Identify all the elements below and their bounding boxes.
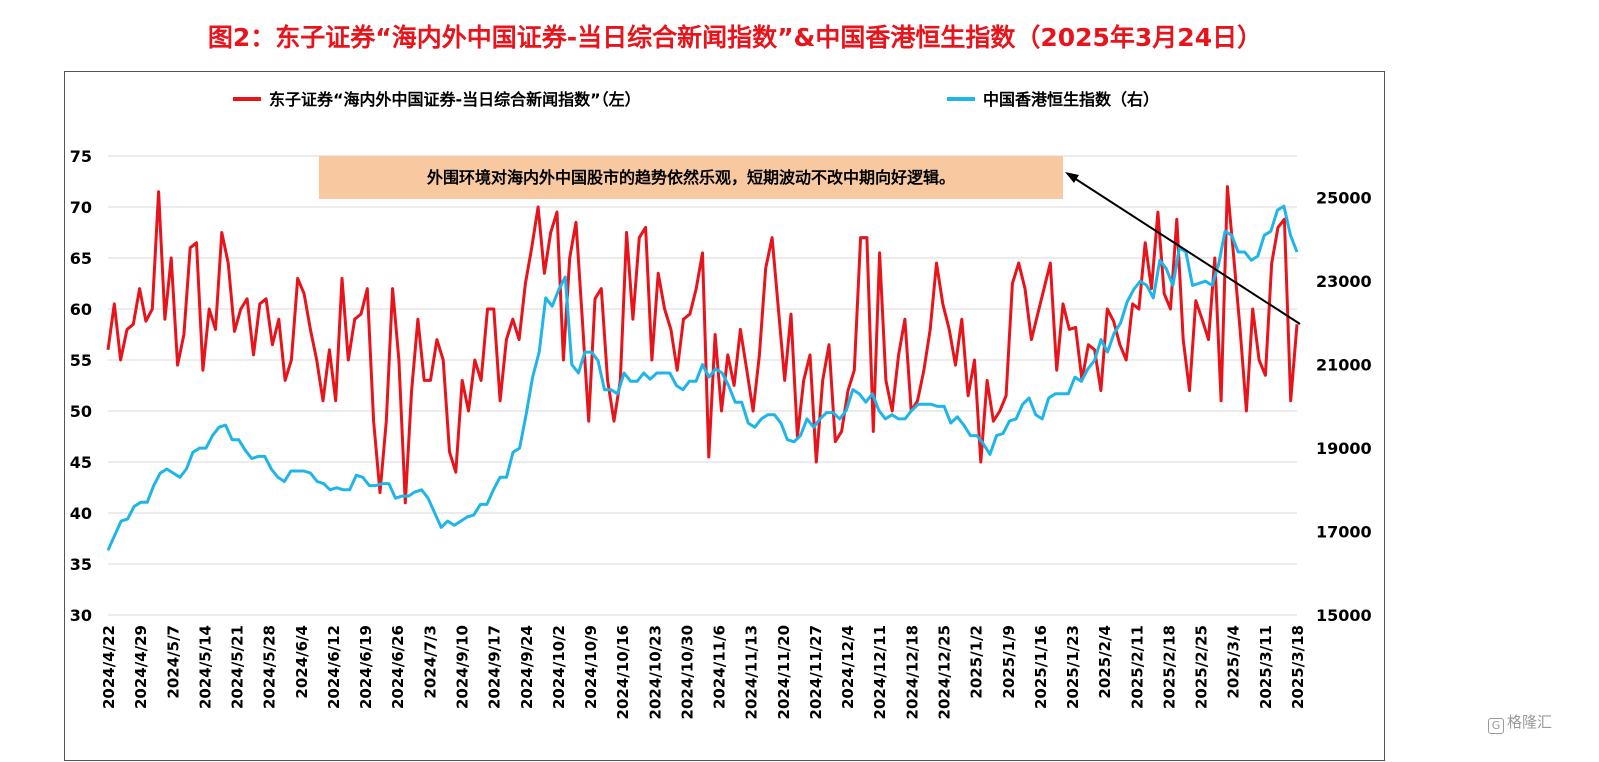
x-axis-tick-label: 2024/4/22	[100, 625, 118, 709]
left-axis-tick-label: 30	[70, 606, 92, 625]
x-axis-tick-label: 2024/11/13	[743, 625, 761, 719]
hang-seng-index-line	[106, 204, 1299, 551]
x-axis-tick-label: 2024/7/3	[421, 625, 439, 699]
news-index-line	[106, 185, 1299, 505]
annotation-text: 外围环境对海内外中国股市的趋势依然乐观，短期波动不改中期向好逻辑。	[426, 168, 955, 187]
left-axis-tick-label: 35	[70, 555, 92, 574]
x-axis-tick-label: 2024/10/16	[614, 625, 632, 719]
x-axis-tick-label: 2024/12/4	[839, 625, 857, 709]
x-axis-tick-label: 2024/9/10	[453, 625, 471, 709]
left-axis-tick-label: 45	[70, 453, 92, 472]
x-axis-tick-label: 2025/3/4	[1225, 625, 1243, 699]
x-axis-tick-label: 2024/11/27	[807, 625, 825, 719]
x-axis-tick-label: 2024/10/30	[678, 625, 696, 719]
left-axis-tick-label: 70	[70, 198, 92, 217]
left-axis-tick-label: 55	[70, 351, 92, 370]
right-axis-tick-label: 23000	[1316, 272, 1372, 291]
x-axis-tick-label: 2024/5/28	[261, 625, 279, 709]
x-axis-tick-label: 2024/5/7	[164, 625, 182, 699]
x-axis-tick-label: 2024/10/2	[550, 625, 568, 709]
legend-label-news-index: 东子证券“海内外中国证券-当日综合新闻指数”（左）	[269, 90, 641, 109]
x-axis-tick-label: 2024/10/9	[582, 625, 600, 709]
x-axis-tick-label: 2025/1/2	[968, 625, 986, 699]
x-axis-tick-label: 2024/5/14	[196, 625, 214, 709]
legend-label-hang-seng: 中国香港恒生指数（右）	[983, 90, 1159, 109]
x-axis-tick-label: 2024/9/24	[518, 625, 536, 709]
right-axis-tick-label: 17000	[1316, 523, 1372, 542]
annotation-box	[319, 156, 1063, 199]
x-axis-tick-label: 2024/11/6	[711, 625, 729, 709]
left-axis-tick-label: 50	[70, 402, 92, 421]
x-axis-tick-label: 2024/11/20	[775, 625, 793, 719]
x-axis-tick-label: 2024/5/21	[229, 625, 247, 709]
annotation-arrowhead	[1065, 172, 1079, 183]
x-axis-tick-label: 2025/2/18	[1160, 625, 1178, 709]
x-axis-tick-label: 2024/6/19	[357, 625, 375, 709]
right-axis-tick-label: 15000	[1316, 606, 1372, 625]
left-axis-tick-label: 60	[70, 300, 92, 319]
line-chart: 30 35 40 45 50 55 60 65 70 75 15000 17000 19000 21000…	[70, 90, 1372, 719]
left-axis-tick-label: 75	[70, 147, 92, 166]
x-axis-tick-label: 2025/2/11	[1128, 625, 1146, 709]
x-axis-tick-label: 2025/1/23	[1064, 625, 1082, 709]
x-axis-tick-label: 2025/2/4	[1096, 625, 1114, 699]
x-axis-tick-label: 2024/12/11	[871, 625, 889, 719]
x-axis-tick-label: 2024/6/12	[325, 625, 343, 709]
x-axis-tick-label: 2024/6/4	[293, 625, 311, 699]
left-axis-tick-label: 65	[70, 249, 92, 268]
x-axis-tick-label: 2025/1/9	[1000, 625, 1018, 699]
figure-title: 图2：东子证券“海内外中国证券-当日综合新闻指数”&中国香港恒生指数（2025年…	[207, 23, 1263, 52]
watermark-text: 格隆汇	[1507, 713, 1553, 731]
chart-frame: 30 35 40 45 50 55 60 65 70 75 15000 17000 19000 21000…	[64, 71, 1385, 761]
x-axis-tick-label: 2024/4/29	[132, 625, 150, 709]
right-axis-tick-label: 19000	[1316, 439, 1372, 458]
x-axis-tick-label: 2024/6/26	[389, 625, 407, 709]
watermark: G 格隆汇	[1488, 711, 1552, 734]
right-axis-tick-label: 21000	[1316, 356, 1372, 375]
watermark-logo-icon: G	[1488, 718, 1504, 734]
x-axis-tick-label: 2025/3/18	[1289, 625, 1307, 709]
x-axis-tick-label: 2024/10/23	[646, 625, 664, 719]
x-axis-tick-label: 2024/9/17	[486, 625, 504, 709]
x-axis-tick-label: 2025/1/16	[1032, 625, 1050, 709]
left-axis-tick-label: 40	[70, 504, 92, 523]
right-axis-tick-label: 25000	[1316, 189, 1372, 208]
x-axis-tick-label: 2025/2/25	[1193, 625, 1211, 709]
x-axis-tick-label: 2025/3/11	[1257, 625, 1275, 709]
x-axis-tick-label: 2024/12/25	[936, 625, 954, 719]
x-axis-tick-label: 2024/12/18	[903, 625, 921, 719]
annotation-arrow	[1070, 175, 1301, 325]
